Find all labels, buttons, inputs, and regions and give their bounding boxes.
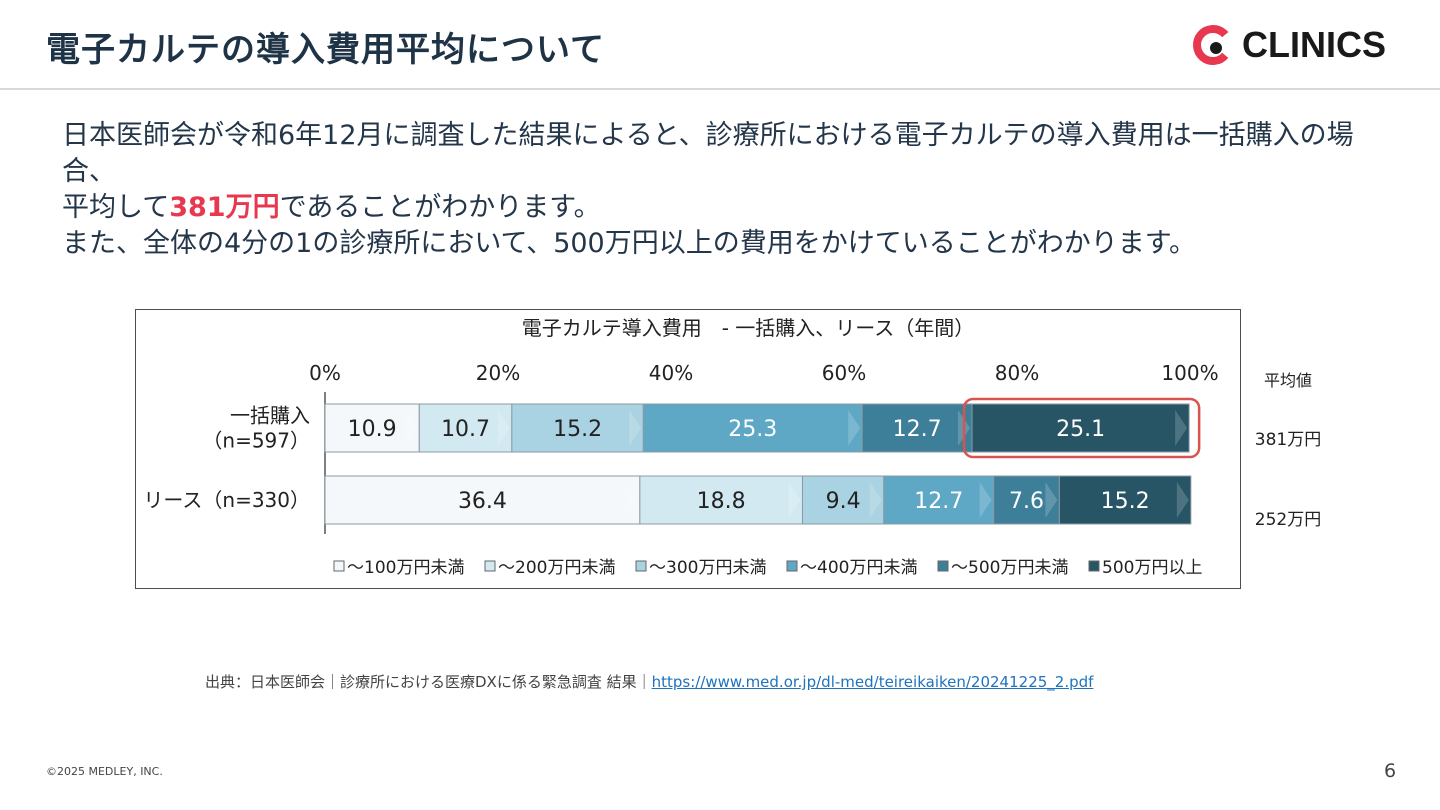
bar-value-label: 10.9 <box>348 417 397 442</box>
average-value: 381万円 <box>1255 430 1321 450</box>
bar-bevel <box>405 410 418 446</box>
x-tick-label: 100% <box>1161 361 1218 385</box>
copyright: ©2025 MEDLEY, INC. <box>46 765 163 778</box>
legend-swatch <box>937 560 949 572</box>
x-tick-label: 40% <box>649 361 693 385</box>
summary-text: 日本医師会が令和6年12月に調査した結果によると、診療所における電子カルテの導入… <box>62 118 1382 262</box>
bar-value-label: 25.1 <box>1056 417 1105 442</box>
bar-segment <box>324 403 420 453</box>
bar-bevel <box>788 482 801 518</box>
bar-segment <box>993 475 1060 525</box>
average-highlight: 381万円 <box>169 192 280 223</box>
bar-segment <box>1058 475 1192 525</box>
source-citation: 出典：日本医師会｜診療所における医療DXに係る緊急調査 結果｜https://w… <box>205 671 1093 692</box>
page-title: 電子カルテの導入費用平均について <box>46 30 605 70</box>
page-number: 6 <box>1384 760 1397 782</box>
bar-segment <box>511 403 644 453</box>
average-header: 平均値 <box>1264 371 1312 390</box>
bar-segment <box>801 475 885 525</box>
legend-swatch <box>635 560 647 572</box>
source-link[interactable]: https://www.med.or.jp/dl-med/teireikaike… <box>651 673 1094 691</box>
bar-value-label: 18.8 <box>697 489 746 514</box>
legend-swatch <box>333 560 345 572</box>
bar-bevel <box>625 482 638 518</box>
average-value: 252万円 <box>1255 510 1321 530</box>
bar-value-label: 25.3 <box>728 417 777 442</box>
summary-line-3: また、全体の4分の1の診療所において、500万円以上の費用をかけていることがわか… <box>62 228 1197 259</box>
legend-label: ～100万円未満 <box>347 558 464 578</box>
x-tick-label: 60% <box>822 361 866 385</box>
bar-bevel <box>979 482 992 518</box>
bar-segment <box>971 403 1190 453</box>
legend-label: ～500万円未満 <box>951 558 1068 578</box>
x-tick-label: 80% <box>995 361 1039 385</box>
legend-label: ～400万円未満 <box>800 558 917 578</box>
bar-value-label: 12.7 <box>914 489 963 514</box>
chart-frame <box>135 309 1241 589</box>
highlight-box <box>962 397 1201 459</box>
category-label: リース（n=330） <box>143 488 310 512</box>
bar-value-label: 7.6 <box>1009 489 1044 514</box>
bar-bevel <box>629 410 642 446</box>
clinics-logo: CLINICS <box>1192 24 1386 66</box>
bar-bevel <box>1045 482 1058 518</box>
bar-value-label: 10.7 <box>441 417 490 442</box>
summary-line-1: 日本医師会が令和6年12月に調査した結果によると、診療所における電子カルテの導入… <box>62 120 1354 187</box>
chart-title: 電子カルテ導入費用 - 一括購入、リース（年間） <box>522 316 975 340</box>
bar-bevel <box>1175 410 1188 446</box>
x-tick-label: 0% <box>309 361 341 385</box>
bar-value-label: 9.4 <box>826 489 861 514</box>
bar-segment <box>418 403 513 453</box>
bar-segment <box>639 475 803 525</box>
legend-label: ～200万円未満 <box>498 558 615 578</box>
bar-segment <box>883 475 995 525</box>
summary-line-2: 平均して381万円であることがわかります。 <box>62 190 1382 226</box>
summary-line-2-post: であることがわかります。 <box>279 192 601 223</box>
legend-swatch <box>786 560 798 572</box>
x-tick-label: 20% <box>476 361 520 385</box>
legend-label: 500万円以上 <box>1102 558 1202 578</box>
legend-label: ～300万円未満 <box>649 558 766 578</box>
bar-bevel <box>1176 482 1189 518</box>
bar-value-label: 15.2 <box>553 417 602 442</box>
bar-value-label: 36.4 <box>458 489 507 514</box>
source-label: 出典：日本医師会｜診療所における医療DXに係る緊急調査 結果｜ <box>205 673 652 691</box>
summary-line-2-pre: 平均して <box>62 192 170 223</box>
bar-bevel <box>848 410 861 446</box>
category-label: 一括購入 <box>230 404 310 428</box>
logo-text: CLINICS <box>1242 24 1386 65</box>
legend-swatch <box>1088 560 1100 572</box>
bar-bevel <box>869 482 882 518</box>
legend-swatch <box>484 560 496 572</box>
category-label: （n=597） <box>202 429 310 453</box>
header-divider <box>0 88 1440 90</box>
bar-value-label: 15.2 <box>1101 489 1150 514</box>
bar-bevel <box>497 410 510 446</box>
bar-segment <box>642 403 863 453</box>
clinics-logo-icon <box>1193 25 1233 65</box>
bar-value-label: 12.7 <box>893 417 942 442</box>
